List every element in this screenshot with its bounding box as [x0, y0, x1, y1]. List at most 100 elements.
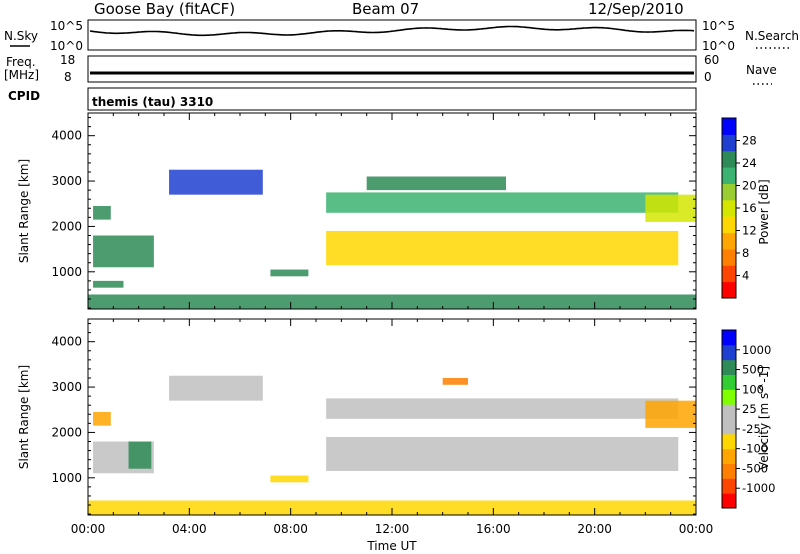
velocity-colorbar-tick-label: -25: [742, 422, 761, 436]
power-heatmap-cells: [88, 169, 696, 309]
vel-region-5: [326, 436, 679, 471]
velocity-colorbar-tick-label: 25: [742, 402, 757, 416]
vel-cb-swatch: [722, 404, 736, 420]
vel-cb-swatch: [722, 359, 736, 375]
x-tick-label: 16:00: [476, 522, 511, 536]
vel-cb-swatch: [722, 374, 736, 390]
power-cb-swatch: [722, 183, 736, 201]
power-cb-swatch: [722, 118, 736, 135]
velocity-axis-ticks: 1000 2000 3000 4000: [51, 319, 697, 515]
power-y-axis-label: Slant Range [km]: [17, 159, 31, 263]
cpid-panel-frame: [87, 87, 697, 111]
power-region-1: [93, 206, 111, 220]
freq-label: Freq.: [6, 55, 36, 69]
power-cb-swatch: [722, 150, 736, 168]
power-colorbar-tick-label: 28: [742, 134, 757, 148]
nsearch-label: N.Search: [745, 29, 799, 43]
power-colorbar-tick-label: 16: [742, 201, 757, 215]
power-region-2: [93, 280, 124, 288]
power-cb-swatch: [722, 265, 736, 283]
power-region-4: [270, 269, 309, 277]
vel-region-8: [645, 400, 696, 428]
power-colorbar-tick-label: 4: [742, 269, 749, 283]
nave-label: Nave: [746, 63, 777, 77]
vel-cb-swatch: [722, 330, 736, 346]
power-colorbar-tick-label: 20: [742, 179, 757, 193]
freq-tick-top: 18: [60, 53, 75, 67]
velocity-colorbar-tick-label: 100: [742, 382, 764, 396]
velocity-colorbar: 1000 500 100 25 -25 -100 -500 -1000: [721, 329, 775, 509]
beam-title: Beam 07: [352, 0, 419, 18]
velocity-colorbar-tick-label: -500: [742, 461, 768, 475]
power-ytick-label: 4000: [51, 129, 82, 143]
power-region-8: [645, 194, 696, 222]
freq-tick-bottom: 8: [64, 70, 72, 84]
power-cb-swatch: [722, 199, 736, 217]
power-cb-swatch: [722, 281, 736, 299]
vel-region-2: [128, 441, 152, 469]
freq-unit: [MHz]: [4, 68, 39, 82]
vel-cb-swatch: [722, 448, 736, 464]
velocity-colorbar-label: Velocity [m s^-1]: [757, 366, 771, 470]
power-cb-swatch: [722, 167, 736, 184]
power-cb-swatch: [722, 248, 736, 266]
cpid-label: CPID: [8, 89, 40, 103]
power-cb-swatch: [722, 232, 736, 250]
velocity-colorbar-tick-label: -100: [742, 442, 768, 456]
vel-cb-frame: [721, 329, 737, 509]
vel-region-4: [270, 475, 309, 483]
station-title: Goose Bay (fitACF): [94, 0, 235, 18]
date-title: 12/Sep/2010: [588, 0, 684, 18]
nsearch-tick-top: 10^5: [702, 19, 735, 33]
power-region-0: [93, 235, 154, 268]
vel-cb-swatch: [722, 493, 736, 509]
power-colorbar-tick-label: 24: [742, 156, 757, 170]
vel-region-1: [93, 412, 111, 426]
x-tick-label: 12:00: [375, 522, 410, 536]
vel-region-6: [326, 398, 679, 419]
nave-tick-bottom: 0: [704, 70, 712, 84]
cpid-text: themis (tau) 3310: [92, 95, 213, 109]
x-axis-label: Time UT: [366, 539, 417, 553]
nsky-label: N.Sky: [4, 29, 38, 43]
velocity-colorbar-tick-label: 500: [742, 363, 764, 377]
power-colorbar-label: Power [dB]: [757, 179, 771, 244]
freq-panel-frame: [87, 55, 697, 83]
vel-region-7: [442, 377, 468, 385]
power-region-5: [326, 230, 679, 265]
nave-tick-top: 60: [704, 53, 719, 67]
vel-ytick-label: 3000: [51, 380, 82, 394]
x-tick-label: 20:00: [577, 522, 612, 536]
nsearch-tick-bottom: 10^0: [702, 39, 735, 53]
velocity-panel: 1000 2000 3000 4000 Slant Range [km]: [17, 318, 697, 516]
noise-panel-frame: [87, 19, 697, 51]
x-tick-label: 00:00: [679, 522, 714, 536]
power-cb-swatch: [722, 134, 736, 152]
power-colorbar: 28 24 20 16 12 8 4: [721, 117, 757, 299]
x-tick-label: 08:00: [273, 522, 308, 536]
vel-region-9: [88, 500, 696, 515]
x-axis-ticks: 00:00 04:00 08:00 12:00 16:00 20:00 00:00: [71, 522, 714, 536]
x-tick-label: 00:00: [71, 522, 106, 536]
power-panel: 1000 2000 3000 4000 Slant Range [km]: [17, 112, 697, 310]
vel-ytick-label: 1000: [51, 471, 82, 485]
velocity-colorbar-tick-label: 1000: [742, 343, 771, 357]
power-cb-swatch: [722, 216, 736, 234]
power-ytick-label: 3000: [51, 174, 82, 188]
nsky-trace: [89, 25, 695, 37]
power-ytick-label: 2000: [51, 219, 82, 233]
x-tick-label: 04:00: [172, 522, 207, 536]
power-colorbar-tick-label: 8: [742, 246, 749, 260]
vel-ytick-label: 2000: [51, 425, 82, 439]
vel-cb-swatch: [722, 463, 736, 479]
power-colorbar-tick-label: 12: [742, 224, 757, 238]
velocity-y-axis-label: Slant Range [km]: [17, 365, 31, 469]
power-region-3: [169, 169, 263, 195]
vel-ytick-label: 4000: [51, 335, 82, 349]
vel-cb-swatch: [722, 433, 736, 450]
vel-cb-swatch: [722, 389, 736, 405]
vel-cb-swatch: [722, 478, 736, 494]
power-region-7: [366, 176, 506, 191]
velocity-colorbar-tick-label: -1000: [742, 481, 775, 495]
